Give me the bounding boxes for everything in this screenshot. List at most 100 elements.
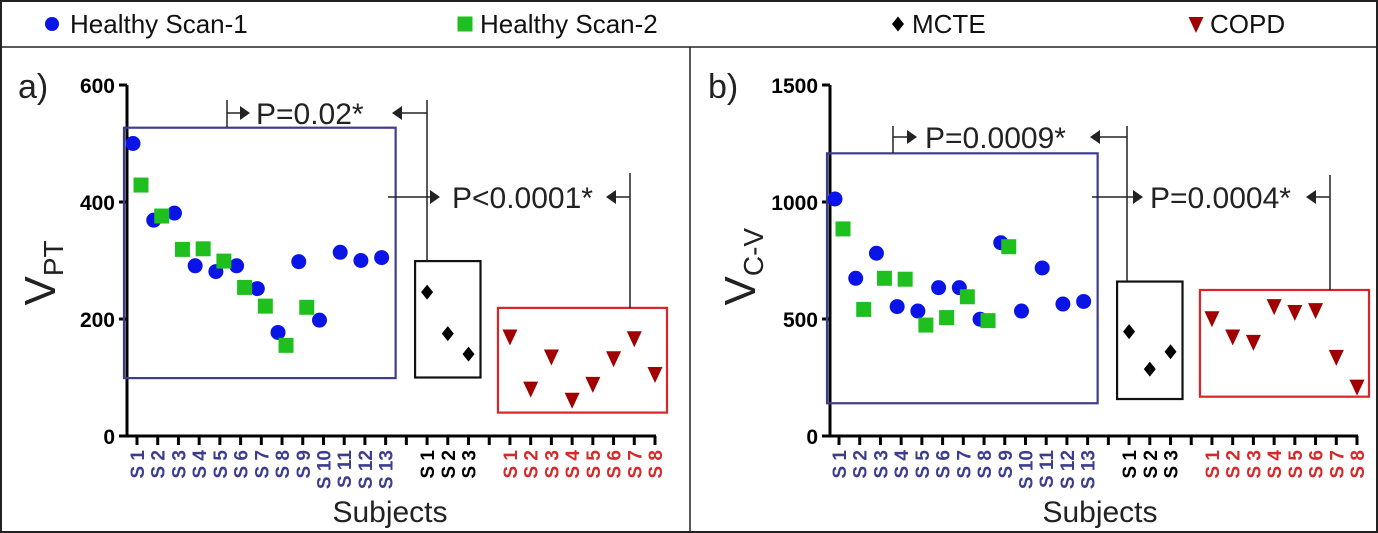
p-value-label: P=0.02* xyxy=(256,98,364,131)
data-point xyxy=(897,271,913,287)
legend: Healthy Scan-1 Healthy Scan-2 MCTE COPD xyxy=(45,9,1285,39)
y-tick-label: 400 xyxy=(80,192,115,215)
x-tick-label: S 9 xyxy=(996,450,1017,479)
group-box xyxy=(1115,280,1184,401)
group-box xyxy=(1198,288,1371,398)
x-tick-label: S 8 xyxy=(1348,450,1369,479)
x-tick-label: S 12 xyxy=(1058,450,1079,489)
x-tick-label: S 1 xyxy=(830,450,851,479)
y-tick-label: 1500 xyxy=(771,75,818,98)
data-point xyxy=(278,337,294,353)
legend-marker-icon xyxy=(457,16,473,32)
x-tick-label: S 5 xyxy=(584,450,605,479)
y-axis-label-subscript: C-V xyxy=(738,228,769,277)
y-tick-label: 500 xyxy=(783,309,818,332)
data-point xyxy=(291,254,307,270)
x-tick-label: S 11 xyxy=(1037,450,1058,488)
data-point xyxy=(237,279,253,295)
data-point xyxy=(133,177,149,193)
y-tick-label: 1000 xyxy=(771,192,818,215)
data-point xyxy=(585,376,601,393)
x-tick-label: S 1 xyxy=(1203,450,1224,479)
x-axis-label: Subjects xyxy=(1042,496,1157,529)
data-point xyxy=(311,312,327,328)
x-tick-label: S 12 xyxy=(356,450,377,489)
x-tick-label: S 5 xyxy=(1286,450,1307,479)
p-value-annotation: P=0.02* xyxy=(226,98,428,262)
legend-label: Healthy Scan-1 xyxy=(70,9,248,39)
data-point xyxy=(421,284,434,300)
data-point xyxy=(1225,329,1241,346)
arrow-right-icon xyxy=(240,106,250,120)
x-tick-label: S 6 xyxy=(1307,450,1328,479)
data-point xyxy=(868,245,884,261)
data-point xyxy=(564,392,580,409)
data-point xyxy=(931,280,947,296)
x-tick-label: S 2 xyxy=(149,450,170,479)
data-point xyxy=(353,253,369,268)
x-tick-label: S 3 xyxy=(1162,450,1183,479)
x-tick-label: S 4 xyxy=(563,450,584,479)
panel-label: a) xyxy=(18,68,48,106)
x-tick-label: S 1 xyxy=(1120,450,1141,479)
data-point xyxy=(1204,311,1220,328)
p-value-annotation: P=0.0004* xyxy=(1092,175,1331,290)
y-tick-label: 200 xyxy=(80,309,115,332)
arrow-left-icon xyxy=(606,190,616,204)
y-tick-label: 0 xyxy=(806,426,818,449)
data-point xyxy=(299,299,315,315)
data-point xyxy=(626,331,642,348)
data-point xyxy=(835,221,851,237)
data-point xyxy=(543,349,559,366)
x-tick-label: S 3 xyxy=(460,450,481,479)
y-tick-label: 600 xyxy=(80,75,115,98)
group-box xyxy=(825,152,1099,405)
legend-marker-icon xyxy=(1188,17,1204,33)
data-point xyxy=(166,205,182,221)
data-point xyxy=(959,289,975,305)
data-point xyxy=(1328,349,1344,366)
data-point xyxy=(1123,324,1136,340)
x-tick-label: S 3 xyxy=(542,450,563,479)
x-tick-label: S 3 xyxy=(871,450,892,479)
y-axis-label-subscript: PT xyxy=(38,240,69,276)
x-tick-label: S 2 xyxy=(1141,450,1162,479)
x-tick-label: S 10 xyxy=(1016,450,1037,489)
data-point xyxy=(1287,304,1303,321)
data-point xyxy=(1143,361,1156,377)
x-tick-label: S 2 xyxy=(1224,450,1245,479)
data-point xyxy=(462,346,475,362)
arrow-right-icon xyxy=(907,130,917,144)
x-tick-label: S 5 xyxy=(913,450,934,479)
data-point xyxy=(174,241,190,257)
data-point xyxy=(1013,303,1029,319)
data-point xyxy=(848,270,864,286)
group-box xyxy=(122,126,397,380)
legend-item-healthy-scan-1: Healthy Scan-1 xyxy=(45,9,248,39)
data-point xyxy=(187,258,203,274)
p-value-label: P<0.0001* xyxy=(452,182,593,215)
x-tick-label: S 6 xyxy=(934,450,955,479)
data-point xyxy=(270,324,286,340)
x-tick-label: S 8 xyxy=(975,450,996,479)
x-axis-label: Subjects xyxy=(332,496,447,529)
group-box xyxy=(496,306,669,414)
data-point xyxy=(125,136,141,151)
x-tick-label: S 7 xyxy=(1327,450,1348,479)
x-tick-label: S 7 xyxy=(625,450,646,479)
data-point xyxy=(918,317,934,333)
x-tick-label: S 11 xyxy=(335,450,356,488)
x-tick-label: S 10 xyxy=(314,450,335,489)
data-point xyxy=(229,258,245,274)
data-point xyxy=(374,250,390,266)
data-point xyxy=(523,381,539,398)
x-tick-label: S 13 xyxy=(377,450,398,489)
x-tick-label: S 5 xyxy=(211,450,232,479)
x-tick-label: S 8 xyxy=(273,450,294,479)
data-point xyxy=(502,329,518,346)
data-point xyxy=(1349,379,1365,396)
data-point xyxy=(910,303,926,319)
